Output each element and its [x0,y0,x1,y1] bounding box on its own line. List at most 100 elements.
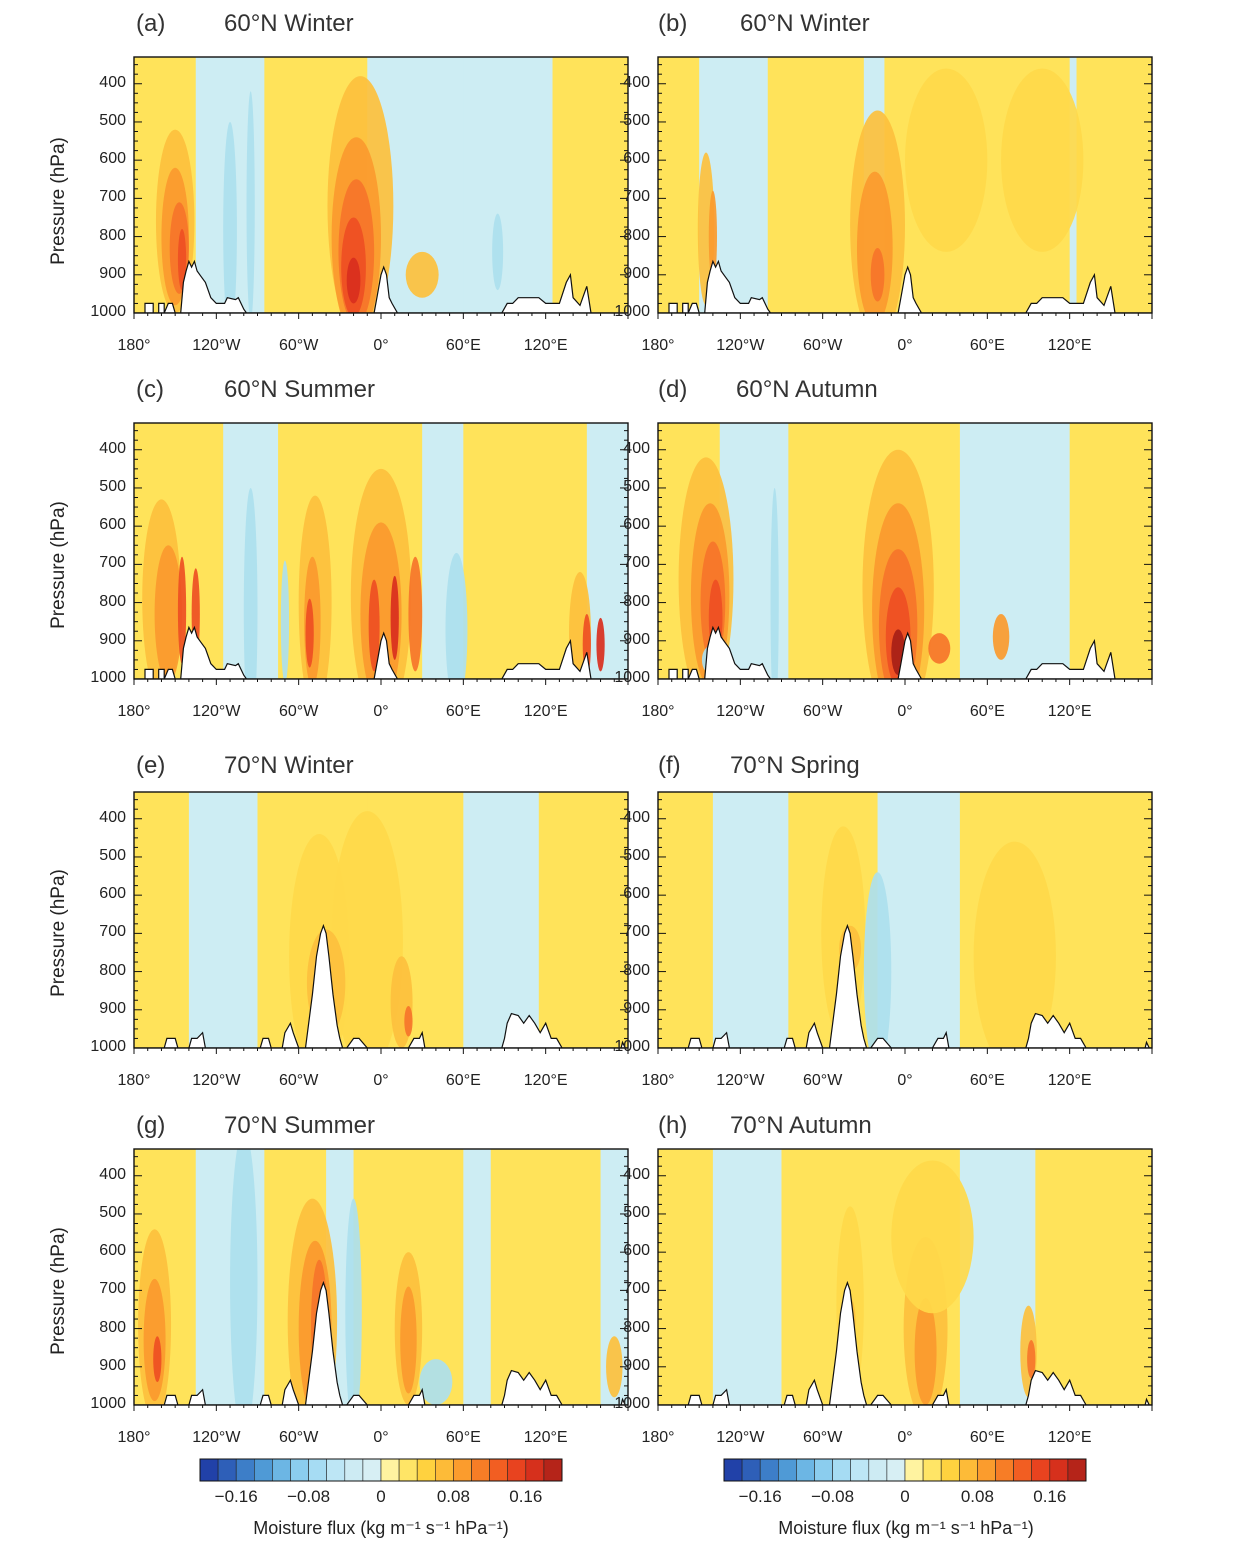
panel-label-h: (h) [658,1112,688,1139]
ytick-label-5-5: 900 [623,999,650,1017]
band-5-1 [712,792,790,1048]
band-1-0 [658,57,701,313]
ytick-label-2-3: 700 [99,554,126,572]
colorbar-left-swatch-7 [326,1458,346,1482]
colorbar-left-swatch-12 [416,1458,436,1482]
colorbar-left-swatch-19 [543,1458,563,1482]
band-3-2 [788,423,879,679]
xtick-label-5-2: 60°W [803,1072,843,1089]
orography-0 [134,259,628,313]
colorbar-right-swatch-6 [832,1458,851,1482]
xtick-label-5-0: 180° [641,1072,675,1089]
panel-label-c: (c) [136,376,164,403]
band-0-7 [552,57,628,313]
band-1-2 [767,57,865,313]
colorbar-right-tick-0: −0.16 [738,1487,782,1506]
flux-region-0-9 [246,91,255,313]
ytick-label-7-2: 600 [623,1242,650,1260]
ytick-label-2-0: 400 [99,439,126,457]
xtick-label-1-4: 60°E [969,337,1005,354]
band-5-0 [658,792,714,1048]
ytick-label-3-3: 700 [623,554,650,572]
panel-title-g: 70°N Summer [224,1112,375,1139]
ytick-label-5-6: 1000 [614,1038,650,1055]
ytick-label-2-4: 800 [99,592,126,610]
orography-5 [658,923,1152,1048]
xtick-label-1-0: 180° [641,337,675,354]
colorbar-left-swatch-5 [290,1458,309,1482]
band-7-1 [712,1149,783,1405]
ytick-label-0-3: 700 [99,188,126,206]
ytick-label-6-1: 500 [99,1203,126,1221]
panel-7-field [658,1149,1152,1405]
flux-region-2-15 [243,487,258,679]
band-6-5 [463,1149,492,1405]
xtick-label-3-1: 120°W [716,703,765,720]
ytick-label-1-2: 600 [623,150,650,168]
ytick-label-0-4: 800 [99,226,126,244]
colorbar-title-left: Moisture flux (kg m⁻¹ s⁻¹ hPa⁻¹) [253,1518,509,1538]
panel-label-d: (d) [658,376,688,403]
colorbar-left-swatch-14 [453,1458,472,1482]
colorbar-right-swatch-8 [868,1458,888,1482]
colorbar-left-swatch-2 [235,1458,255,1482]
panel-label-e: (e) [136,752,166,779]
flux-region-0-12 [492,213,504,291]
xtick-label-1-1: 120°W [716,337,765,354]
xtick-label-3-4: 60°E [969,703,1005,720]
flux-region-4-3 [404,1005,413,1037]
xtick-label-4-4: 60°E [445,1072,481,1089]
colorbar-right-tick-1: −0.08 [811,1487,855,1506]
xtick-label-3-0: 180° [641,703,675,720]
xtick-label-3-5: 120°E [1047,703,1092,720]
ytick-label-6-0: 400 [99,1165,126,1183]
band-7-4 [1035,1149,1152,1405]
flux-region-6-1 [143,1278,166,1402]
ytick-label-0-0: 400 [99,73,126,91]
orography-4 [134,923,628,1048]
xtick-label-2-4: 60°E [445,703,481,720]
ytick-label-2-6: 1000 [90,669,126,686]
flux-region-0-11 [405,251,439,298]
flux-region-6-8 [400,1286,417,1394]
flux-region-6-9 [230,1149,258,1405]
xtick-label-6-3: 0° [373,1429,389,1446]
colorbar-right-frame [723,1458,1087,1482]
colorbar-right-swatch-7 [850,1458,870,1482]
colorbar-right-swatch-4 [796,1458,815,1482]
ytick-label-6-2: 600 [99,1242,126,1260]
ytick-label-0-6: 1000 [90,303,126,320]
colorbar-left-swatch-16 [489,1458,509,1482]
flux-region-2-16 [280,560,290,679]
band-0-6 [463,57,554,313]
ytick-label-0-1: 500 [99,111,126,129]
xtick-label-7-4: 60°E [969,1429,1005,1446]
ytick-label-4-5: 900 [99,999,126,1017]
ytick-label-4-2: 600 [99,885,126,903]
ytick-label-6-5: 900 [99,1356,126,1374]
panel-6-field [134,1149,628,1405]
band-4-0 [134,792,190,1048]
panel-5-field [658,792,1152,1048]
colorbar-right-swatch-19 [1067,1458,1087,1482]
ytick-label-5-1: 500 [623,846,650,864]
xtick-label-5-1: 120°W [716,1072,765,1089]
xtick-label-3-3: 0° [897,703,913,720]
ytick-label-6-6: 1000 [90,1395,126,1412]
colorbar-left-swatch-4 [272,1458,291,1482]
ytick-label-7-5: 900 [623,1356,650,1374]
orography-2 [134,625,628,679]
xtick-label-6-2: 60°W [279,1429,319,1446]
panel-title-a: 60°N Winter [224,10,354,37]
colorbar-left-tick-0: −0.16 [214,1487,258,1506]
panel-3-field [658,423,1152,679]
xtick-label-2-5: 120°E [523,703,568,720]
colorbar-left-swatch-1 [217,1458,237,1482]
ytick-label-7-0: 400 [623,1165,650,1183]
colorbar-left-tick-4: 0.16 [509,1487,543,1506]
xtick-label-2-2: 60°W [279,703,319,720]
band-4-1 [188,792,259,1048]
colorbar-left-swatch-10 [380,1458,400,1482]
flux-region-4-1 [331,811,403,1048]
ytick-label-3-6: 1000 [614,669,650,686]
